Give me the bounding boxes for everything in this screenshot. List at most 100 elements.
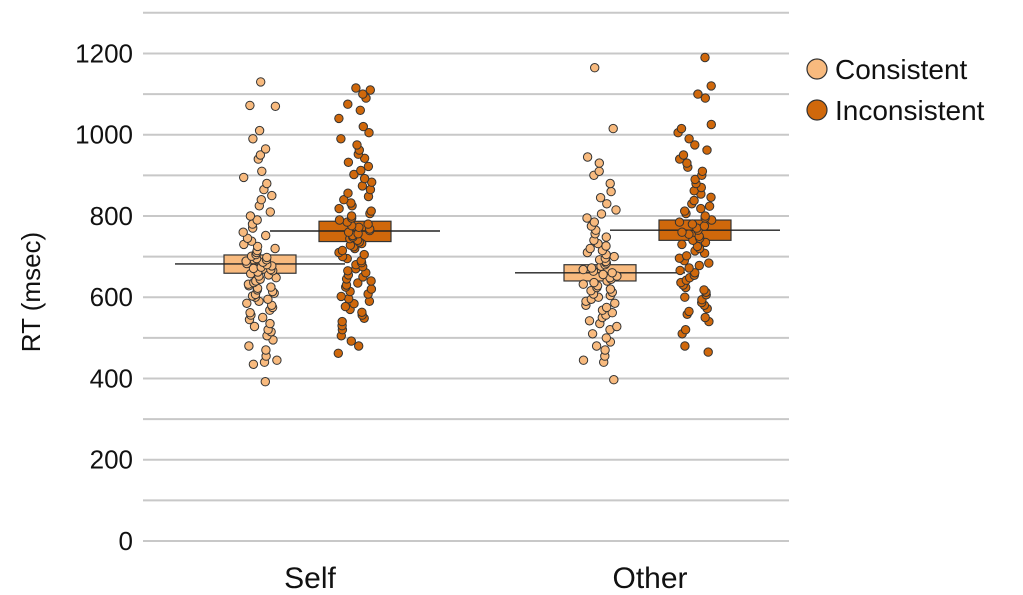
point-consistent-other-47: [609, 251, 619, 262]
point-inconsistent-other-71: [676, 123, 687, 134]
point-consistent-self-16: [245, 308, 255, 318]
y-tick-label-600: 600: [90, 282, 133, 312]
point-inconsistent-self-11: [340, 301, 351, 312]
point-inconsistent-self-79: [364, 128, 374, 138]
y-tick-label-1200: 1200: [75, 38, 133, 68]
point-inconsistent-self-15: [336, 291, 346, 302]
point-consistent-other-61: [596, 209, 607, 219]
point-inconsistent-self-18: [366, 284, 377, 294]
point-consistent-other-64: [595, 193, 606, 203]
point-consistent-self-77: [255, 150, 266, 160]
y-tick-label-200: 200: [90, 445, 133, 475]
point-consistent-other-27: [605, 284, 616, 294]
point-consistent-other-2: [578, 355, 589, 365]
point-inconsistent-self-60: [334, 203, 344, 214]
point-consistent-other-66: [605, 178, 615, 189]
point-inconsistent-other-29: [681, 251, 692, 261]
point-consistent-self-75: [257, 166, 267, 177]
point-inconsistent-self-65: [343, 188, 353, 198]
point-inconsistent-self-53: [363, 219, 373, 229]
point-consistent-other-72: [590, 62, 600, 73]
point-inconsistent-other-73: [700, 93, 710, 103]
point-inconsistent-other-52: [704, 201, 715, 211]
point-consistent-self-80: [254, 125, 265, 136]
point-inconsistent-other-3: [680, 325, 691, 335]
point-consistent-self-71: [267, 190, 277, 201]
point-consistent-self-14: [258, 312, 268, 323]
point-inconsistent-other-24: [684, 263, 694, 273]
point-consistent-other-65: [606, 186, 616, 197]
point-consistent-self-74: [239, 172, 249, 183]
point-consistent-self-63: [238, 227, 248, 237]
point-consistent-other-68: [594, 166, 604, 177]
point-inconsistent-other-75: [706, 81, 716, 91]
point-consistent-self-52: [262, 252, 272, 263]
x-category-label-self: Self: [284, 562, 336, 595]
point-consistent-other-15: [607, 308, 617, 318]
y-tick-label-800: 800: [90, 201, 133, 231]
point-inconsistent-other-68: [690, 140, 700, 150]
point-inconsistent-other-7: [684, 306, 694, 317]
point-consistent-self-81: [270, 101, 281, 112]
y-tick-label-1000: 1000: [75, 120, 133, 150]
point-consistent-self-58: [252, 241, 263, 252]
point-consistent-other-60: [582, 213, 592, 223]
point-inconsistent-other-40: [677, 227, 687, 237]
point-consistent-other-8: [587, 329, 598, 339]
point-inconsistent-other-26: [704, 258, 714, 268]
point-inconsistent-self-55: [334, 215, 345, 225]
point-inconsistent-self-1: [354, 341, 364, 351]
point-inconsistent-self-71: [356, 165, 366, 176]
point-inconsistent-self-21: [353, 278, 363, 288]
point-consistent-self-83: [256, 77, 266, 87]
point-consistent-self-0: [260, 377, 270, 387]
point-consistent-self-22: [263, 294, 273, 304]
legend: Consistent Inconsistent: [806, 54, 985, 126]
point-consistent-self-68: [265, 207, 275, 217]
point-consistent-self-79: [248, 134, 258, 144]
point-inconsistent-other-60: [690, 174, 700, 185]
point-consistent-other-70: [582, 152, 593, 162]
point-consistent-other-63: [602, 199, 612, 209]
legend-label-consistent: Consistent: [835, 54, 968, 85]
point-inconsistent-other-50: [680, 206, 690, 216]
point-inconsistent-self-59: [366, 206, 376, 216]
point-inconsistent-other-51: [696, 203, 706, 214]
point-consistent-self-12: [265, 318, 275, 329]
point-inconsistent-self-27: [343, 266, 353, 276]
point-consistent-other-31: [589, 277, 599, 288]
point-consistent-other-52: [601, 241, 611, 251]
point-inconsistent-other-15: [699, 285, 709, 295]
point-consistent-other-4: [600, 345, 610, 355]
point-consistent-other-30: [578, 279, 588, 289]
point-inconsistent-other-34: [677, 239, 687, 250]
point-consistent-other-19: [610, 298, 620, 308]
point-inconsistent-self-70: [349, 169, 359, 180]
point-consistent-self-6: [244, 341, 254, 351]
point-inconsistent-self-69: [359, 173, 370, 184]
point-inconsistent-other-5: [700, 312, 710, 323]
point-consistent-other-55: [601, 232, 611, 242]
point-inconsistent-self-35: [359, 249, 369, 260]
point-inconsistent-other-72: [706, 119, 716, 130]
point-inconsistent-self-81: [334, 113, 344, 124]
point-inconsistent-self-73: [343, 157, 354, 168]
point-consistent-other-39: [578, 264, 588, 275]
point-inconsistent-other-54: [689, 195, 699, 206]
point-inconsistent-self-0: [333, 348, 343, 358]
point-consistent-self-30: [266, 282, 276, 292]
point-consistent-self-78: [260, 144, 271, 154]
point-inconsistent-self-37: [337, 245, 348, 256]
point-inconsistent-self-82: [355, 105, 365, 116]
point-inconsistent-other-67: [702, 145, 712, 155]
y-tick-label-0: 0: [119, 526, 133, 556]
point-inconsistent-self-87: [351, 83, 361, 93]
point-inconsistent-self-57: [346, 211, 357, 221]
point-inconsistent-other-0: [703, 347, 713, 357]
point-consistent-other-59: [589, 217, 599, 227]
point-consistent-other-36: [598, 269, 608, 280]
point-inconsistent-other-23: [675, 265, 685, 276]
point-inconsistent-self-77: [352, 140, 362, 150]
point-inconsistent-other-76: [700, 52, 710, 63]
